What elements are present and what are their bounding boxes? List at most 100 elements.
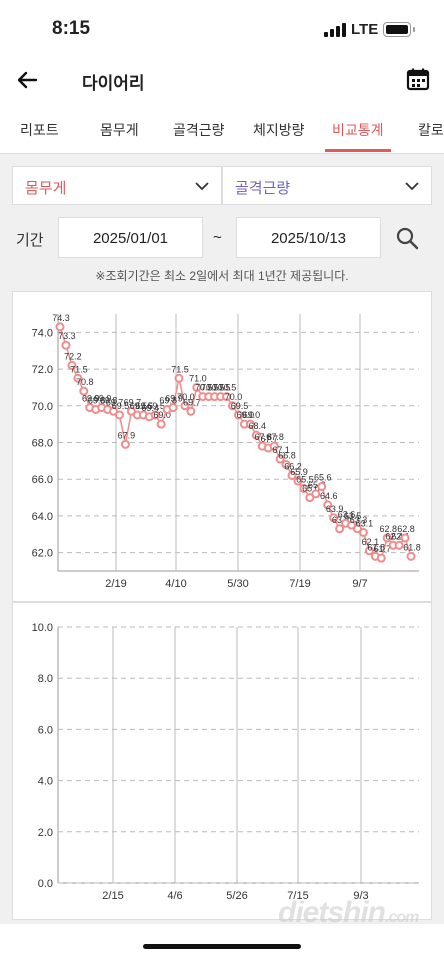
data-label: 69.8 [159,395,177,405]
start-date-field[interactable]: 2025/01/01 [58,217,203,258]
data-label: 70.5 [195,383,213,393]
data-label: 64.6 [320,491,338,501]
right-metric-select[interactable]: 골격근량 [222,166,432,205]
y-tick-label: 72.0 [32,364,53,376]
data-label: 72.2 [64,351,82,361]
data-point [382,533,392,543]
data-label: 62.4 [391,531,409,541]
data-point [406,551,416,561]
tab-compare[interactable]: 비교통계 [332,122,384,138]
data-label: 63.3 [350,515,368,525]
data-label: 69.0 [237,410,255,420]
page-title: 다이어리 [82,74,145,93]
data-label: 70.0 [225,392,243,402]
x-tick-label: 4/10 [165,578,186,590]
data-label: 61.7 [373,544,391,554]
data-label: 70.5 [219,383,237,393]
tab-weight[interactable]: 몸무게 [100,122,139,138]
data-point [114,410,124,420]
data-point [55,322,65,332]
data-point [358,527,368,537]
network-type: LTE [351,21,379,38]
period-label: 기간 [16,232,44,249]
search-icon [396,227,419,250]
data-point [329,513,339,523]
y-tick-label: 68.0 [32,438,53,450]
right-metric-value: 골격근량 [235,180,291,197]
data-point [317,482,327,492]
data-point [156,419,166,429]
data-label: 65.6 [314,473,332,483]
data-label: 69.5 [130,401,148,411]
data-label: 69.4 [141,403,159,413]
data-label: 62.8 [379,524,397,534]
data-point [281,460,291,470]
data-label: 71.5 [171,364,189,374]
data-label: 69.5 [147,401,165,411]
data-point [293,476,303,486]
x-tick-label: 9/7 [352,578,367,590]
data-point [251,430,261,440]
tab-calorie[interactable]: 칼로 [418,122,444,138]
tab-body-fat[interactable]: 체지방량 [253,122,305,138]
data-label: 69.9 [165,394,183,404]
data-point [180,401,190,411]
watermark-logo: dietshin.com [278,896,419,929]
data-label: 69.0 [153,410,171,420]
active-tab-indicator [325,149,391,152]
calendar-icon [406,68,430,91]
data-point [73,373,83,383]
calendar-button[interactable] [406,67,430,91]
data-label: 62.8 [397,524,415,534]
data-label: 61.8 [403,542,421,552]
data-point [394,540,404,550]
data-point [186,406,196,416]
x-tick-label: 9/3 [353,890,368,902]
data-label: 61.8 [368,542,386,552]
data-point [299,483,309,493]
data-label: 70.8 [76,377,94,387]
x-tick-label: 7/15 [287,890,308,902]
status-time: 8:15 [52,18,91,39]
search-button[interactable] [395,226,419,250]
weight-line-chart: 74.0 72.0 70.0 68.0 66.0 64.0 62.0 2/19 4/10 5/30… [32,313,421,590]
data-label: 69.5 [136,401,154,411]
data-point [61,340,71,350]
data-point [228,401,238,411]
data-point [400,533,410,543]
end-date-field[interactable]: 2025/10/13 [236,217,381,258]
data-label: 67.1 [272,445,290,455]
compare-stats-content: 몸무게 골격근량 기간 2025/01/01 ~ 2025/10/13 ※조회기… [0,154,444,924]
data-point [287,471,297,481]
data-label: 63.9 [326,504,344,514]
y-tick-label: 4.0 [38,776,53,788]
period-notice: ※조회기간은 최소 2일에서 최대 1년간 제공됩니다. [95,269,349,283]
data-label: 67.8 [266,432,284,442]
data-label: 69.8 [88,395,106,405]
data-label: 65.2 [308,480,326,490]
left-metric-select[interactable]: 몸무게 [12,166,222,205]
data-point [335,524,345,534]
y-tick-label: 64.0 [32,511,53,523]
back-button[interactable] [14,66,42,94]
data-point [245,419,255,429]
data-point [192,382,202,392]
y-tick-label: 70.0 [32,401,53,413]
y-tick-label: 6.0 [38,724,53,736]
data-label: 70.5 [201,383,219,393]
data-point [168,403,178,413]
data-label: 66.2 [284,462,302,472]
tab-muscle[interactable]: 골격근량 [173,122,225,138]
data-label: 74.3 [52,313,70,323]
data-point [323,500,333,510]
app-header: 다이어리 [0,58,444,102]
data-label: 62.1 [362,537,380,547]
tab-report[interactable]: 리포트 [20,122,59,138]
data-point [364,546,374,556]
chevron-down-icon [195,182,209,191]
muscle-line-chart: 10.0 8.0 6.0 4.0 2.0 0.0 2/15 4/6 5/26 7/15 9/3 [32,622,419,902]
left-metric-value: 몸무게 [25,180,67,197]
status-bar: 8:15 LTE [0,0,444,58]
data-label: 69.7 [124,397,142,407]
data-point [233,410,243,420]
